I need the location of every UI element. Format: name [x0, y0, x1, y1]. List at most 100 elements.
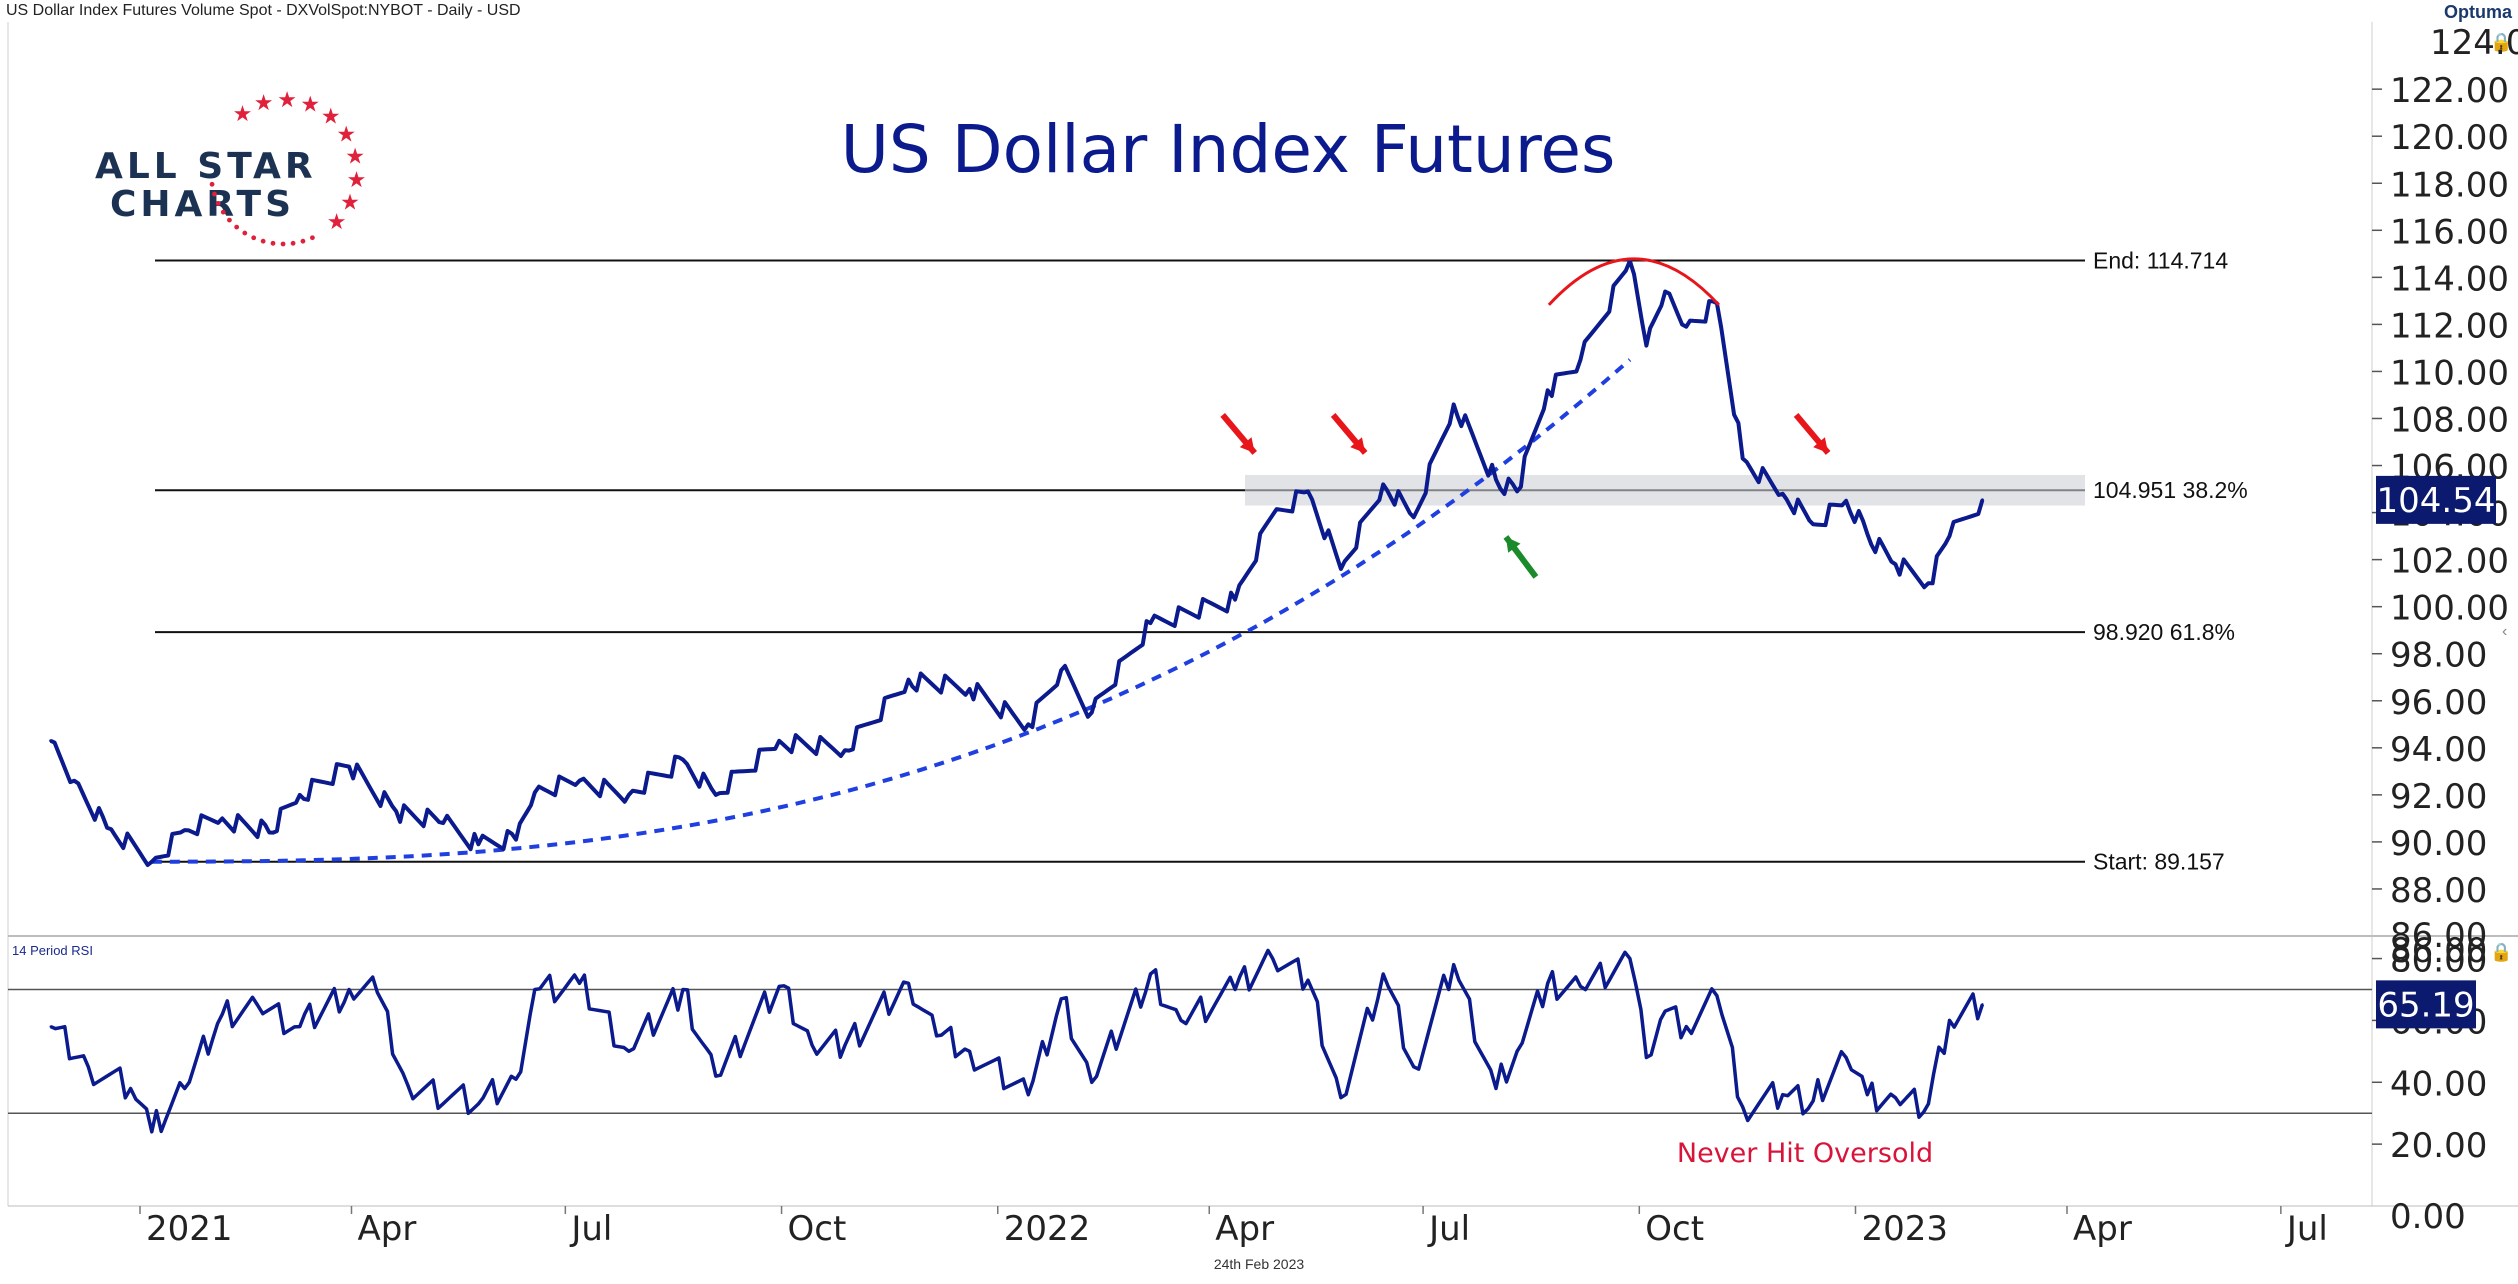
rsi-point — [533, 988, 536, 991]
price-point — [714, 793, 718, 797]
x-tick-label: Jul — [569, 1209, 612, 1249]
logo-dot — [209, 181, 215, 187]
retracement-label: End: 114.714 — [2093, 248, 2228, 274]
price-point — [1059, 668, 1063, 672]
chart-annotations — [1220, 257, 1831, 579]
rsi-point — [49, 1025, 52, 1028]
price-point — [298, 793, 302, 797]
rsi-point — [298, 1025, 301, 1028]
chart-background: 🔒 🔒 ‹ — [7, 22, 2518, 1207]
rsi-point — [150, 1130, 153, 1133]
rsi-point — [1579, 985, 1582, 988]
price-point — [267, 830, 271, 834]
rsi-tick-label: 20.00 — [2390, 1126, 2487, 1166]
green-arrow-head — [1505, 536, 1521, 553]
logo-star-icon: ★ — [340, 190, 360, 215]
rsi-point — [810, 1043, 814, 1047]
price-point — [1546, 388, 1550, 392]
rsi-point — [514, 1077, 518, 1081]
x-tick-label: 2022 — [1004, 1209, 1091, 1249]
rsi-label: 14 Period RSI — [12, 943, 93, 958]
rsi-point — [376, 991, 379, 994]
logo-dot — [242, 230, 248, 236]
rsi-point — [935, 1034, 938, 1038]
logo-line1: ALL STAR — [95, 146, 317, 187]
price-point — [150, 860, 154, 864]
price-tick-label: 120.00 — [2390, 118, 2509, 158]
logo-star-icon: ★ — [345, 143, 365, 168]
logo-star-icon: ★ — [321, 104, 341, 129]
price-point — [627, 793, 631, 797]
logo-star-icon: ★ — [233, 101, 253, 126]
last-rsi-value: 65.19 — [2377, 985, 2474, 1025]
logo-dot — [310, 235, 315, 241]
logo-dot — [300, 238, 306, 244]
price-point — [514, 838, 518, 842]
rsi-point — [968, 1050, 971, 1053]
price-point — [1644, 344, 1648, 348]
rsi-point — [221, 1013, 224, 1016]
rsi-point — [1149, 972, 1152, 976]
rsi-point — [1060, 997, 1063, 1000]
price-point — [1844, 499, 1848, 503]
rsi-point — [1306, 979, 1310, 982]
logo-dot — [260, 238, 266, 244]
trend-curve — [151, 358, 1632, 864]
price-point — [1149, 621, 1152, 625]
price-point — [906, 678, 910, 682]
price-point — [441, 821, 445, 825]
chart-title: US Dollar Index Futures — [841, 111, 1616, 188]
logo-dot — [215, 201, 221, 206]
x-tick-label: Apr — [358, 1209, 417, 1249]
price-tick-label: 110.00 — [2390, 353, 2509, 393]
rsi-point — [1339, 1096, 1343, 1099]
price-point — [1026, 722, 1030, 726]
logo-dot — [280, 241, 286, 247]
rsi-point — [1894, 1096, 1897, 1099]
price-tick-label: 100.00 — [2390, 589, 2509, 629]
logo-dot — [270, 240, 276, 246]
price-tick-label: 112.00 — [2390, 306, 2509, 346]
rsi-point — [1927, 1102, 1930, 1106]
price-point — [1090, 711, 1094, 715]
logo-dot — [290, 240, 296, 246]
price-tick-label: 116.00 — [2390, 212, 2509, 252]
rsi-point — [477, 1102, 480, 1106]
price-point — [577, 779, 581, 783]
price-line — [49, 258, 1985, 867]
x-tick-label: Jul — [2285, 1209, 2328, 1249]
logo-star-icon: ★ — [277, 87, 297, 112]
rsi-point — [406, 1084, 410, 1087]
rsi-point — [1628, 957, 1632, 960]
price-point — [843, 748, 847, 752]
rsi-point — [1948, 1019, 1951, 1022]
price-point — [1579, 358, 1583, 362]
rsi-point — [1515, 1050, 1519, 1053]
rsi-point — [1027, 1093, 1030, 1096]
rsi-point — [183, 1087, 186, 1090]
logo-dot — [212, 191, 217, 197]
price-point — [49, 739, 53, 743]
rsi-point — [87, 1065, 90, 1069]
last-rsi-badge — [2376, 980, 2476, 1029]
red-arrow-head — [1813, 437, 1829, 453]
rsi-series: Never Hit Oversold — [49, 948, 1985, 1169]
rsi-point — [843, 1043, 847, 1047]
rsi-point — [627, 1050, 630, 1053]
price-point — [72, 779, 76, 783]
red-arrow-head — [1350, 437, 1366, 453]
price-point — [1781, 492, 1785, 496]
logo-star-icon: ★ — [347, 167, 367, 192]
x-tick-label: 2021 — [146, 1209, 233, 1249]
rsi-point — [1715, 994, 1719, 997]
rsi-point — [578, 982, 581, 985]
price-tick-label: 122.00 — [2390, 71, 2509, 111]
price-tick-label: 98.00 — [2390, 636, 2487, 676]
price-point — [1412, 515, 1416, 519]
price-tick-label: 86.00 — [2390, 931, 2487, 971]
price-point — [1271, 513, 1275, 517]
last-price-value: 104.54 — [2377, 481, 2496, 521]
x-tick-label: Apr — [1215, 1209, 1274, 1249]
last-price-badge — [2376, 475, 2496, 524]
